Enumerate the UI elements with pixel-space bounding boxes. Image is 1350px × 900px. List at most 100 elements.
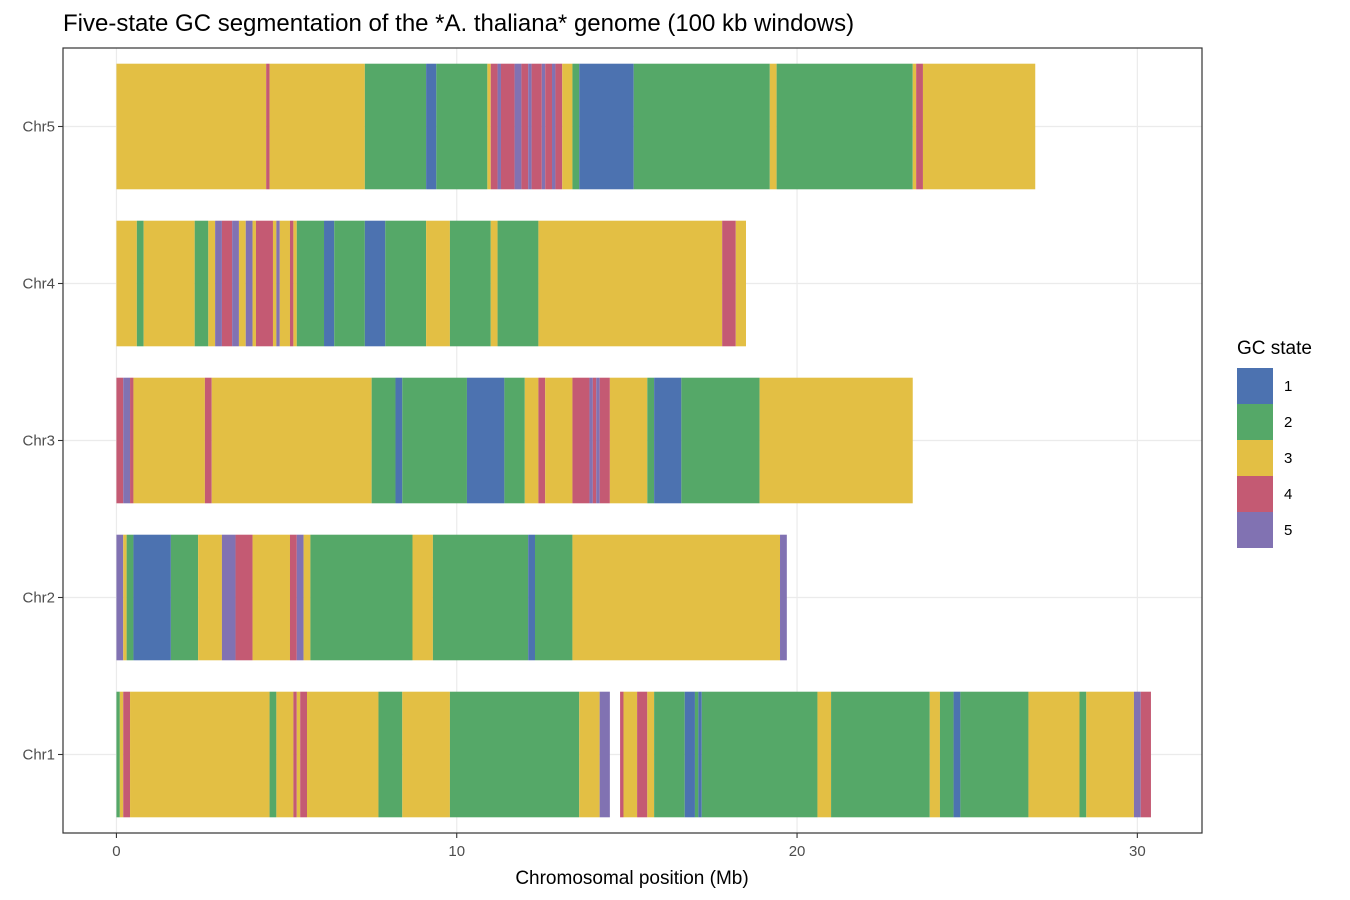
chromosome-bar-chr5 (116, 63, 1036, 190)
segment-state-2 (371, 377, 396, 504)
segment-state-2 (310, 534, 413, 661)
segment-state-4 (221, 220, 233, 347)
segment-state-4 (116, 377, 124, 504)
segment-state-4 (293, 691, 297, 818)
segment-state-2 (296, 220, 325, 347)
segment-state-2 (694, 691, 699, 818)
segment-state-2 (633, 63, 770, 190)
segment-state-3 (130, 691, 270, 818)
segment-state-3 (116, 63, 267, 190)
segment-state-5 (221, 534, 236, 661)
segment-state-4 (572, 377, 590, 504)
segment-state-3 (912, 63, 917, 190)
chromosome-bar-chr1 (116, 691, 1151, 818)
x-tick-label: 20 (789, 843, 806, 860)
segment-state-5 (596, 377, 600, 504)
segment-state-1 (133, 534, 171, 661)
legend-key-5 (1237, 512, 1273, 548)
segment-state-3 (769, 63, 777, 190)
segment-state-2 (364, 63, 427, 190)
segment-state-3 (119, 691, 124, 818)
chromosome-bar-chr3 (116, 377, 913, 504)
segment-state-2 (504, 377, 525, 504)
segment-state-1 (528, 534, 536, 661)
segment-state-4 (289, 534, 297, 661)
segment-state-1 (426, 63, 437, 190)
segment-state-3 (623, 691, 638, 818)
segment-state-2 (449, 691, 580, 818)
y-tick-label: Chr5 (22, 119, 55, 136)
y-tick-label: Chr1 (22, 747, 55, 764)
legend-key-4 (1237, 476, 1273, 512)
segment-state-5 (528, 63, 532, 190)
segment-state-5 (1133, 691, 1141, 818)
segment-state-5 (123, 377, 131, 504)
segment-state-4 (637, 691, 648, 818)
segment-state-3 (609, 377, 648, 504)
segment-state-3 (735, 220, 746, 347)
segment-state-5 (589, 377, 593, 504)
legend-label: 3 (1284, 450, 1292, 467)
segment-state-2 (701, 691, 818, 818)
segment-state-4 (531, 63, 542, 190)
segment-state-3 (524, 377, 539, 504)
segment-state-5 (232, 220, 239, 347)
x-tick-label: 10 (448, 843, 465, 860)
segment-state-2 (939, 691, 954, 818)
segment-state-5 (514, 63, 522, 190)
segment-state-4 (500, 63, 515, 190)
segment-state-1 (395, 377, 403, 504)
segment-state-4 (1140, 691, 1151, 818)
legend-label: 5 (1284, 522, 1292, 539)
legend-label: 1 (1284, 378, 1292, 395)
segment-state-3 (269, 63, 365, 190)
segment-state-1 (466, 377, 505, 504)
segment-state-5 (296, 534, 304, 661)
segment-state-2 (170, 534, 199, 661)
segment-state-2 (436, 63, 488, 190)
segment-state-4 (123, 691, 131, 818)
segment-state-2 (269, 691, 277, 818)
segment-state-3 (252, 534, 290, 661)
segment-state-3 (116, 220, 137, 347)
x-tick-label: 30 (1129, 843, 1146, 860)
segment-state-4 (555, 63, 563, 190)
segment-state-4 (235, 534, 253, 661)
plot-panel (62, 47, 1203, 834)
segment-state-3 (412, 534, 433, 661)
segment-state-2 (647, 377, 655, 504)
segment-state-5 (541, 63, 546, 190)
legend-key-3 (1237, 440, 1273, 476)
segment-state-1 (953, 691, 961, 818)
segment-state-3 (211, 377, 372, 504)
segment-state-2 (1079, 691, 1087, 818)
legend-label: 4 (1284, 486, 1292, 503)
segment-state-2 (572, 63, 580, 190)
segment-state-3 (293, 220, 297, 347)
legend-key-2 (1237, 404, 1273, 440)
segment-state-1 (698, 691, 702, 818)
segment-state-4 (545, 63, 553, 190)
segment-state-3 (562, 63, 573, 190)
segment-state-1 (324, 220, 335, 347)
segment-state-2 (402, 377, 467, 504)
segment-state-5 (599, 691, 610, 818)
segment-state-3 (647, 691, 655, 818)
segment-state-1 (684, 691, 695, 818)
segment-state-2 (334, 220, 365, 347)
segment-state-2 (497, 220, 539, 347)
segment-state-2 (776, 63, 913, 190)
y-tick-label: Chr3 (22, 433, 55, 450)
y-tick-label: Chr4 (22, 276, 55, 293)
legend-key-1 (1237, 368, 1273, 404)
segment-state-3 (198, 534, 222, 661)
segment-state-5 (276, 220, 280, 347)
segment-state-5 (215, 220, 222, 347)
segment-state-3 (1086, 691, 1134, 818)
segment-state-2 (116, 691, 120, 818)
segment-state-5 (552, 63, 556, 190)
segment-state-2 (535, 534, 573, 661)
segment-state-3 (303, 534, 311, 661)
segment-state-4 (599, 377, 610, 504)
y-tick-label: Chr2 (22, 590, 55, 607)
